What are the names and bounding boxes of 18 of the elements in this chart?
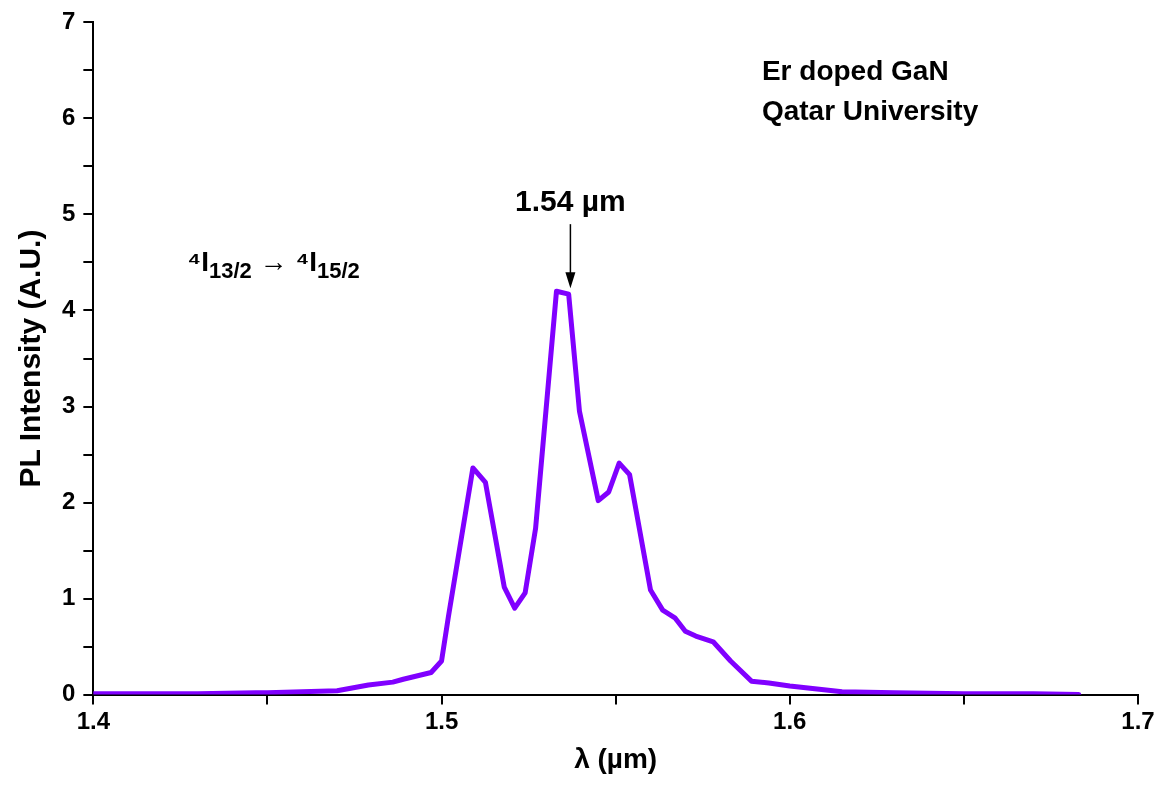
y-tick-label: 7	[61, 7, 76, 35]
x-tick-label: 1.4	[76, 706, 111, 734]
annotation: 1.54 µm	[515, 184, 626, 218]
x-axis-title: λ (µm)	[574, 742, 658, 774]
y-tick-label: 6	[61, 103, 76, 131]
y-tick-label: 4	[61, 295, 76, 323]
annotation: Er doped GaN	[761, 53, 949, 88]
y-tick-label: 5	[61, 199, 76, 227]
x-tick-label: 1.6	[773, 706, 807, 734]
x-tick-label: 1.7	[1121, 706, 1155, 734]
y-tick-label: 1	[61, 583, 76, 611]
x-tick-label: 1.5	[424, 706, 459, 734]
annotation: ⁴I$_{13/2}$ → ⁴I$_{15/2}$	[187, 245, 360, 285]
y-tick-label: 0	[61, 679, 76, 707]
y-axis-title: PL Intensity (A.U.)	[13, 229, 47, 488]
annotation: Qatar University	[761, 93, 979, 128]
y-tick-label: 3	[61, 391, 76, 419]
y-tick-label: 2	[61, 487, 76, 515]
